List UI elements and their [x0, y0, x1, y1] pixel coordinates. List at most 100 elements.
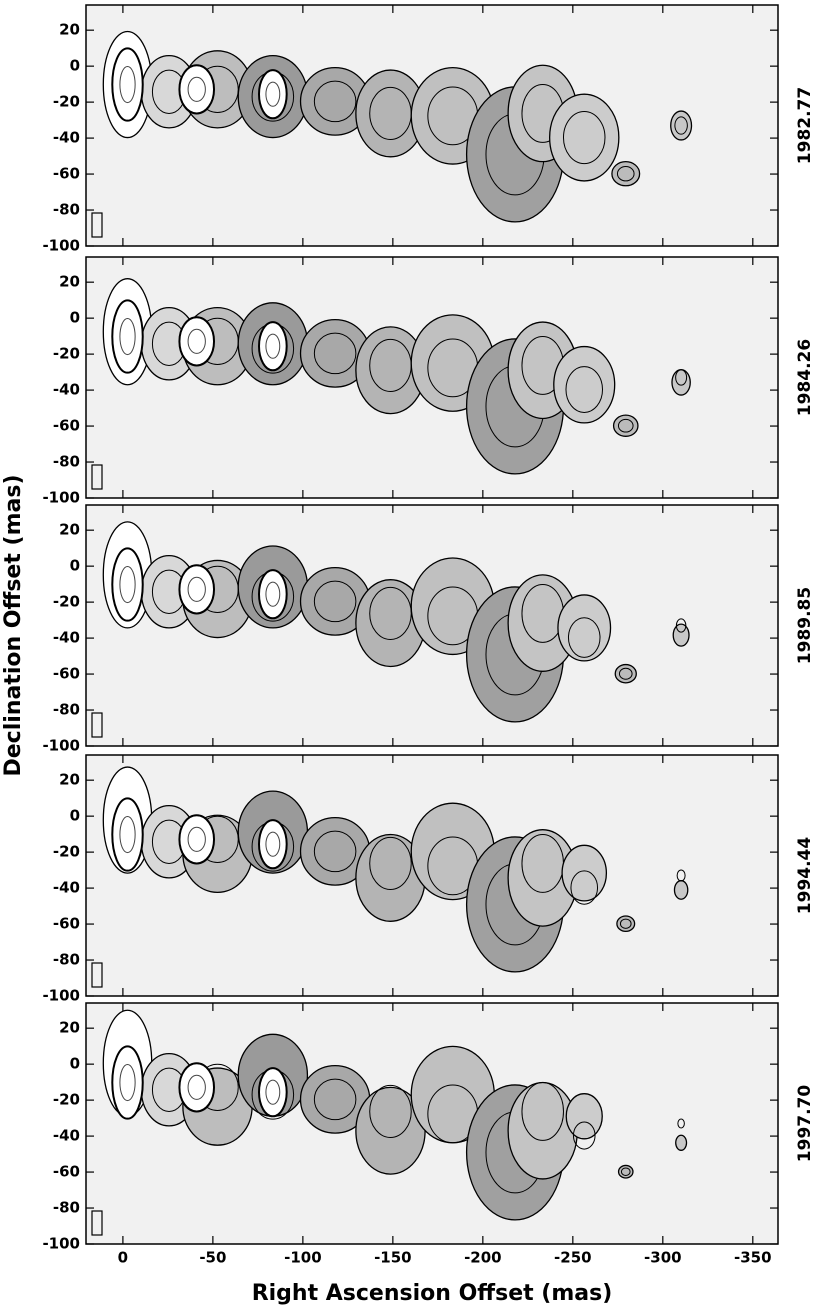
- contour: [620, 1167, 631, 1176]
- emission-region: [670, 110, 693, 141]
- emission-region: [671, 368, 691, 396]
- y-tick-label: -100: [42, 489, 80, 507]
- y-tick-label: -20: [53, 843, 80, 861]
- contour: [313, 830, 357, 873]
- y-tick-label: 0: [70, 309, 80, 327]
- core: [178, 64, 216, 115]
- panel-frame: [85, 4, 779, 247]
- contour: [313, 80, 357, 123]
- y-tick-label: 20: [59, 1019, 80, 1037]
- core-contour: [187, 826, 206, 852]
- contour: [572, 1121, 596, 1150]
- y-tick-label: 0: [70, 807, 80, 825]
- core-contour: [187, 1074, 206, 1100]
- emission-region: [507, 1081, 578, 1180]
- core-contour: [187, 576, 206, 602]
- x-tick-label: -200: [464, 1249, 502, 1267]
- core-contour: [265, 1079, 281, 1105]
- contour: [675, 369, 688, 386]
- contour: [570, 870, 599, 905]
- beam: [91, 212, 103, 238]
- core-contour: [265, 581, 281, 607]
- contour: [619, 918, 632, 929]
- panel-frame: [85, 754, 779, 997]
- epoch-label: 1982.77: [795, 87, 815, 164]
- y-tick-label: -20: [53, 93, 80, 111]
- core: [178, 1062, 216, 1113]
- y-tick-label: -60: [53, 915, 80, 933]
- contour: [674, 116, 688, 135]
- y-axis-label: Declination Offset (mas): [1, 475, 26, 777]
- y-tick-label: 0: [70, 57, 80, 75]
- x-tick-label: -100: [284, 1249, 322, 1267]
- emission-region: [617, 1164, 634, 1179]
- x-tick-label: -150: [374, 1249, 412, 1267]
- x-tick-label: -350: [734, 1249, 772, 1267]
- y-tick-label: -60: [53, 417, 80, 435]
- panel-frame: [85, 256, 779, 499]
- y-tick-label: -60: [53, 165, 80, 183]
- core-contour: [119, 565, 136, 604]
- core-contour: [187, 328, 206, 354]
- y-tick-label: 20: [59, 273, 80, 291]
- y-tick-label: -80: [53, 1199, 80, 1217]
- core: [258, 819, 288, 870]
- core-contour: [187, 76, 206, 102]
- epoch-label: 1989.85: [795, 587, 815, 664]
- contour: [618, 667, 633, 680]
- core: [258, 569, 288, 620]
- contour: [313, 580, 357, 623]
- emission-region: [553, 345, 616, 424]
- emission-region: [616, 915, 636, 933]
- core: [111, 547, 144, 622]
- x-axis-label: Right Ascension Offset (mas): [252, 1281, 613, 1306]
- emission-region: [673, 880, 689, 900]
- jet-image: [102, 278, 691, 475]
- core: [111, 1045, 144, 1120]
- contour: [677, 1118, 685, 1129]
- x-tick-label: 0: [118, 1249, 128, 1267]
- emission-region: [675, 1134, 688, 1151]
- y-tick-label: -100: [42, 1235, 80, 1253]
- contour: [313, 332, 357, 375]
- y-tick-label: 20: [59, 771, 80, 789]
- x-tick-label: -250: [554, 1249, 592, 1267]
- epoch-label: 1984.26: [795, 339, 815, 416]
- core: [178, 814, 216, 865]
- y-tick-label: -20: [53, 593, 80, 611]
- core-contour: [119, 65, 136, 104]
- contour: [675, 618, 687, 633]
- y-tick-label: -80: [53, 701, 80, 719]
- y-tick-label: -40: [53, 381, 80, 399]
- beam: [91, 962, 103, 988]
- epoch-label: 1997.70: [795, 1085, 815, 1163]
- beam: [91, 712, 103, 738]
- y-tick-label: -60: [53, 1163, 80, 1181]
- y-tick-label: -40: [53, 629, 80, 647]
- emission-region: [614, 663, 637, 684]
- contour: [616, 165, 635, 182]
- y-tick-label: -80: [53, 453, 80, 471]
- y-tick-label: 0: [70, 1055, 80, 1073]
- core: [258, 321, 288, 372]
- core: [258, 1067, 288, 1118]
- contour: [313, 1078, 357, 1121]
- jet-image: [102, 766, 689, 973]
- y-tick-label: -60: [53, 665, 80, 683]
- contour: [567, 617, 601, 658]
- core: [258, 69, 288, 120]
- y-tick-label: -20: [53, 1091, 80, 1109]
- core-contour: [265, 831, 281, 857]
- core: [111, 797, 144, 872]
- jet-image: [102, 1009, 688, 1221]
- epoch-label: 1994.44: [795, 837, 815, 915]
- y-tick-label: -40: [53, 879, 80, 897]
- jet-image: [102, 521, 690, 723]
- y-tick-label: -100: [42, 737, 80, 755]
- panel-frame: [85, 504, 779, 747]
- emission-region: [557, 594, 612, 662]
- core-contour: [119, 317, 136, 356]
- y-tick-label: -40: [53, 129, 80, 147]
- emission-region: [672, 623, 690, 647]
